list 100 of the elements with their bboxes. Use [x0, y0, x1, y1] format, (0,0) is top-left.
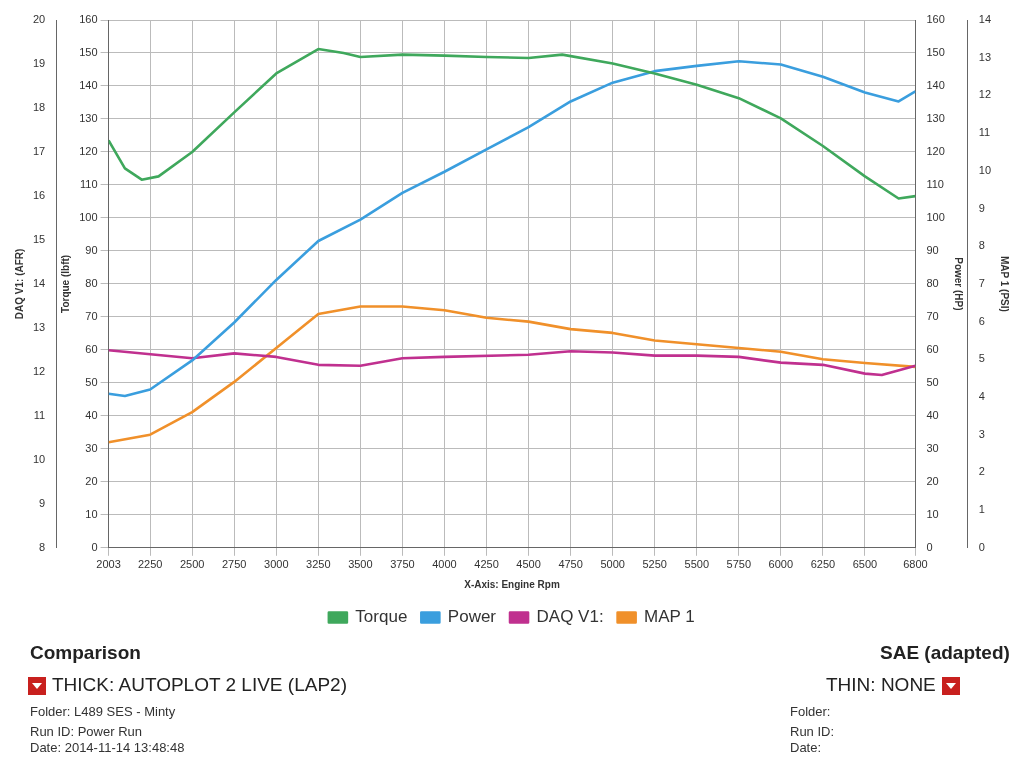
- x-tick-label: 6500: [852, 558, 878, 571]
- text: THICK: AUTOPLOT 2 LIVE (LAP2): [52, 674, 347, 695]
- y3-tick-label: 19: [32, 57, 46, 70]
- legend-label: Power: [447, 607, 497, 627]
- text: 100: [926, 210, 945, 223]
- y-tick-label: 10: [85, 507, 98, 520]
- y2-tick-label: 0: [978, 540, 985, 553]
- text: 70: [926, 309, 939, 322]
- y3-tick-label: 18: [32, 101, 46, 113]
- text: 110: [926, 177, 944, 190]
- y2-tick-label: 4: [978, 390, 985, 403]
- text: Folder: L489 SES - Minty: [30, 704, 176, 719]
- y-tick-label: 20: [85, 474, 98, 487]
- text: 0: [926, 540, 933, 553]
- text: Power (HP): [953, 257, 965, 311]
- x-tick-label: 3500: [348, 558, 373, 571]
- y2-tick-label: 14: [978, 13, 992, 26]
- y-tick-label: 80: [85, 276, 98, 289]
- y2-tick-label: 5: [978, 352, 985, 365]
- y3-tick-label: 9: [39, 496, 46, 509]
- text: Run ID:: [790, 724, 835, 739]
- y-tick-label: 50: [85, 375, 98, 388]
- x-axis-title: X-Axis: Engine Rpm: [464, 578, 560, 590]
- text: 120: [926, 144, 945, 157]
- text: THIN: NONE: [826, 674, 936, 695]
- y-tick-label: 110: [80, 177, 98, 190]
- x-tick-label: 2750: [221, 558, 247, 571]
- x-tick-label: 5000: [600, 558, 625, 571]
- y-tick-label: 60: [85, 342, 98, 355]
- y2-tick-label: 11: [978, 126, 991, 139]
- y2-tick-label: 13: [978, 50, 992, 63]
- y-tick-label: 40: [85, 408, 98, 421]
- text: 50: [926, 375, 939, 388]
- x-tick-label: 6250: [810, 558, 836, 571]
- y3-tick-label: 17: [32, 144, 46, 157]
- text: SAE (adapted): [880, 642, 1010, 663]
- y3-tick-label: 16: [32, 188, 46, 201]
- y-tick-label: 150: [79, 46, 98, 59]
- y3-tick-label: 8: [39, 540, 46, 553]
- text: Comparison: [30, 642, 141, 663]
- y3-tick-label: 14: [32, 276, 46, 289]
- text: 10: [926, 507, 939, 520]
- y2-tick-label: 3: [978, 427, 985, 440]
- text: Folder:: [790, 704, 831, 719]
- y2-tick-label: 2: [978, 465, 985, 478]
- y3-tick-label: 13: [32, 320, 46, 333]
- y2-tick-label: 8: [978, 239, 985, 252]
- text: 160: [926, 13, 945, 26]
- x-tick-label: 4750: [558, 558, 583, 571]
- text: Date: 2014-11-14 13:48:48: [30, 740, 185, 755]
- y2-tick-label: 10: [978, 163, 992, 176]
- x-tick-label: 3750: [390, 558, 415, 571]
- text: 30: [926, 441, 939, 454]
- x-tick-label: 5250: [642, 558, 667, 571]
- x-tick-label: 2500: [179, 558, 205, 571]
- x-tick-label: 3000: [264, 558, 289, 571]
- y3-tick-label: 11: [33, 408, 46, 421]
- y-tick-label: 120: [79, 144, 98, 157]
- x-tick-label: 4000: [432, 558, 457, 571]
- y3-tick-label: 20: [32, 13, 46, 26]
- y2-tick-label: 1: [978, 503, 985, 516]
- x-tick-label: 6000: [768, 558, 794, 571]
- x-tick-label: 2003: [96, 558, 121, 571]
- y3-axis-title: DAQ V1: (AFR): [13, 248, 25, 320]
- text: Run ID: Power Run: [30, 724, 142, 739]
- y-tick-label: 130: [79, 111, 98, 124]
- y2-tick-label: 7: [978, 276, 985, 289]
- text: 80: [926, 276, 939, 289]
- legend-label: DAQ V1:: [536, 607, 604, 627]
- y2-tick-label: 6: [978, 314, 985, 327]
- y3-tick-label: 10: [32, 452, 46, 465]
- y3-tick-label: 12: [32, 364, 46, 377]
- x-tick-label: 4500: [516, 558, 541, 571]
- y-tick-label: 90: [85, 243, 98, 256]
- text: 140: [926, 79, 945, 92]
- y-tick-label: 160: [79, 13, 98, 26]
- y-tick-label: 0: [91, 540, 98, 553]
- text: 40: [926, 408, 939, 421]
- text: Date:: [790, 740, 822, 755]
- y-axis-title: Torque (lbft): [59, 254, 71, 313]
- y2-axis-title: MAP 1 (PSI): [999, 255, 1011, 312]
- x-tick-label: 3250: [306, 558, 331, 571]
- legend-label: Torque: [355, 607, 408, 627]
- x-tick-label: 5500: [684, 558, 709, 571]
- y3-tick-label: 15: [32, 232, 46, 245]
- text: 150: [926, 46, 945, 59]
- x-tick-label: 4250: [474, 558, 499, 571]
- text: 130: [926, 111, 945, 124]
- text: 60: [926, 342, 939, 355]
- y-tick-label: 100: [79, 210, 98, 223]
- x-tick-label: 2250: [137, 558, 163, 571]
- x-tick-label: 5750: [726, 558, 752, 571]
- y-tick-label: 140: [79, 79, 98, 92]
- text: 20: [926, 474, 939, 487]
- y2-tick-label: 9: [978, 201, 985, 214]
- y2-tick-label: 12: [978, 88, 992, 101]
- text: 90: [926, 243, 939, 256]
- y-tick-label: 30: [85, 441, 98, 454]
- x-tick-label: 6800: [903, 558, 928, 571]
- y-tick-label: 70: [85, 309, 98, 322]
